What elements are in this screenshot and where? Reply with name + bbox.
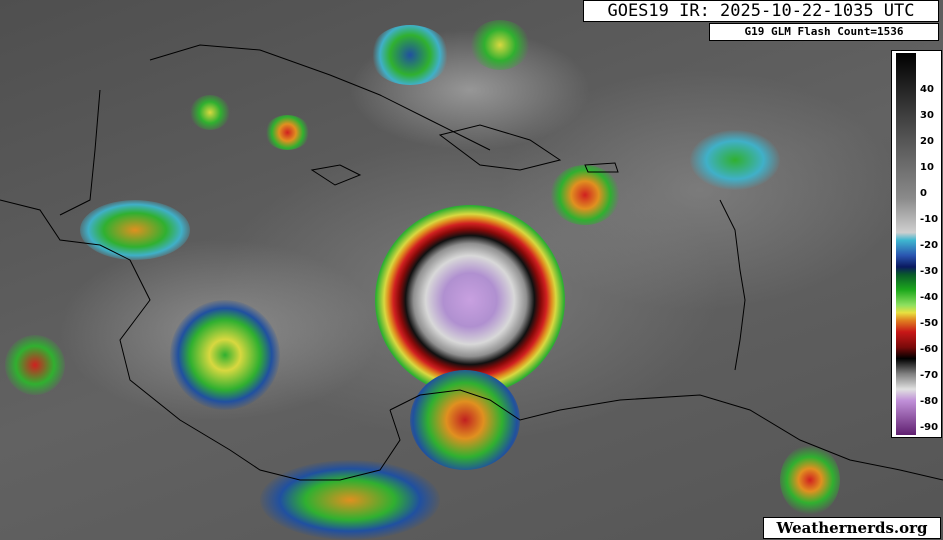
- convection-cluster: [780, 445, 840, 515]
- colorbar-tick: 40: [920, 84, 934, 95]
- coastline-cuba: [149, 44, 491, 151]
- convection-cluster: [690, 130, 780, 190]
- colorbar-tick: -50: [920, 318, 939, 329]
- colorbar-gradient: [896, 53, 916, 435]
- coastline-central-america: [0, 199, 401, 481]
- image-title: GOES19 IR: 2025-10-22-1035 UTC: [583, 0, 939, 22]
- colorbar-tick: 10: [920, 162, 934, 173]
- flash-count-label: G19 GLM Flash Count=1536: [709, 23, 939, 41]
- colorbar-tick: -40: [920, 292, 939, 303]
- coastline-puerto-rico: [584, 162, 619, 173]
- convection-cluster: [370, 25, 450, 85]
- coastline-lesser-antilles: [719, 199, 746, 371]
- convection-cluster: [265, 115, 310, 150]
- coastline-yucatan: [59, 89, 101, 216]
- convection-cluster: [170, 300, 280, 410]
- colorbar-tick: 30: [920, 110, 934, 121]
- convection-cluster: [375, 205, 565, 395]
- convection-cluster: [550, 165, 620, 225]
- colorbar-tick: 20: [920, 136, 934, 147]
- colorbar-tick: -20: [920, 240, 939, 251]
- temperature-colorbar: 40 30 20 10 0 -10 -20 -30 -40 -50 -60 -7…: [891, 50, 942, 438]
- convection-cluster: [410, 370, 520, 470]
- convection-cluster: [260, 460, 440, 540]
- watermark: Weathernerds.org: [763, 517, 941, 539]
- colorbar-tick: -90: [920, 422, 939, 433]
- colorbar-tick: -10: [920, 214, 939, 225]
- convection-cluster: [5, 335, 65, 395]
- convection-cluster: [470, 20, 530, 70]
- colorbar-tick: -70: [920, 370, 939, 381]
- convection-cluster: [190, 95, 230, 130]
- coastline-jamaica: [310, 164, 362, 186]
- colorbar-tick: 0: [920, 188, 927, 199]
- coastline-south-america: [389, 389, 943, 481]
- convection-cluster: [80, 200, 190, 260]
- colorbar-tick: -60: [920, 344, 939, 355]
- coastline-hispaniola: [438, 124, 562, 171]
- colorbar-tick: -30: [920, 266, 939, 277]
- colorbar-tick: -80: [920, 396, 939, 407]
